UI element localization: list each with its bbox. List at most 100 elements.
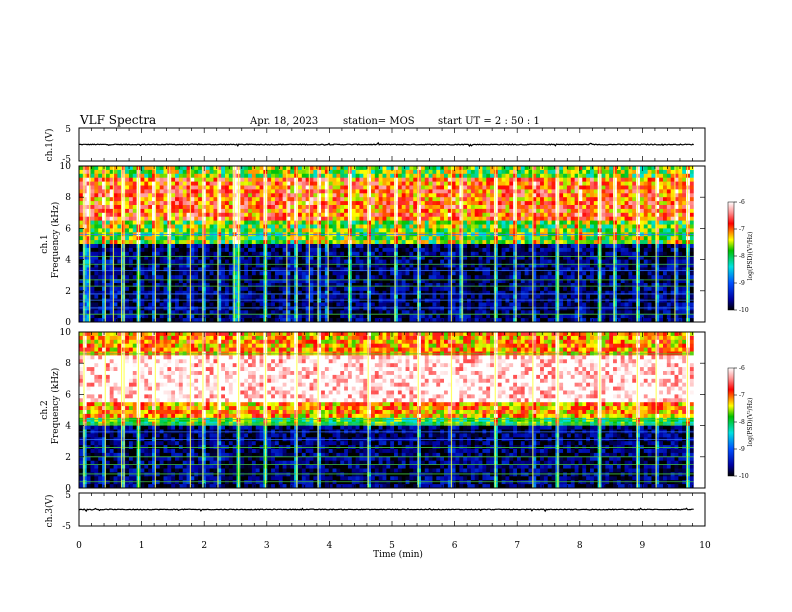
- spectrogram-cell: [94, 224, 99, 229]
- spectrogram-cell: [501, 240, 506, 245]
- spectrogram-cell: [152, 212, 157, 218]
- spectrogram-cell: [390, 244, 395, 249]
- spectrogram-cell: [255, 310, 260, 315]
- spectrogram-cell: [347, 314, 353, 319]
- spectrogram-cell: [340, 251, 345, 257]
- spectrogram-cell: [144, 294, 149, 299]
- spectrogram-cell: [105, 279, 111, 284]
- spectrogram-cell: [520, 193, 526, 198]
- spectrogram-cell: [509, 318, 514, 323]
- spectrogram-cell: [532, 283, 537, 288]
- spectrogram-cell: [344, 244, 349, 249]
- spectrogram-cell: [451, 166, 456, 171]
- spectrogram-cell: [355, 173, 360, 179]
- spectrogram-cell: [428, 271, 433, 276]
- spectrogram-cell: [532, 247, 537, 253]
- spectrogram-cell: [144, 267, 149, 272]
- spectrogram-cell: [424, 247, 430, 253]
- spectrogram-cell: [159, 302, 164, 307]
- spectrogram-cell: [298, 201, 303, 206]
- spectrogram-cell: [128, 259, 134, 264]
- spectrogram-cell: [94, 201, 99, 206]
- spectrogram-cell: [374, 306, 380, 311]
- spectrogram-cell: [351, 240, 357, 245]
- spectrogram-cell: [532, 302, 537, 307]
- spectrogram-cell: [351, 259, 357, 264]
- spectrogram-cell: [451, 263, 456, 268]
- spectrogram-cell: [278, 220, 284, 225]
- spectrogram-cell: [186, 290, 191, 296]
- spectrogram-cell: [79, 298, 84, 303]
- spectrogram-cell: [301, 193, 307, 198]
- spectrogram-cell: [397, 236, 403, 241]
- spectrogram-cell: [455, 208, 460, 214]
- spectrogram-cell: [390, 208, 395, 214]
- spectrogram-cell: [105, 283, 111, 288]
- spectrogram-cell: [248, 294, 253, 299]
- spectrogram-cell: [255, 166, 260, 171]
- spectrogram-cell: [171, 177, 176, 182]
- spectrogram-cell: [86, 181, 91, 186]
- spectrogram-cell: [225, 279, 230, 284]
- spectrogram-cell: [290, 181, 295, 186]
- spectrogram-cell: [440, 177, 445, 182]
- spectrogram-cell: [221, 185, 226, 190]
- spectrogram-cell: [274, 294, 280, 299]
- spectrogram-cell: [474, 318, 479, 323]
- spectrogram-cell: [298, 290, 303, 296]
- spectrogram-cell: [290, 212, 295, 218]
- spectrogram-cell: [298, 286, 303, 292]
- spectrogram-cell: [459, 224, 464, 229]
- spectrogram-cell: [390, 294, 395, 299]
- spectrogram-cell: [505, 236, 510, 241]
- spectrogram-cell: [251, 212, 257, 218]
- spectrogram-cell: [455, 185, 460, 190]
- spectrogram-cell: [367, 201, 372, 206]
- spectrogram-cell: [486, 216, 491, 221]
- spectrogram-cell: [290, 251, 295, 257]
- spectrogram-cell: [121, 244, 126, 249]
- spectrogram-cell: [117, 173, 122, 179]
- spectrogram-cell: [520, 306, 526, 311]
- spectrogram-cell: [482, 279, 487, 284]
- spectrogram-cell: [397, 294, 403, 299]
- spectrogram-cell: [328, 193, 333, 198]
- spectrogram-cell: [109, 181, 114, 186]
- spectrogram-cell: [221, 220, 226, 225]
- spectrogram-cell: [79, 251, 84, 257]
- spectrogram-cell: [278, 263, 284, 268]
- spectrogram-cell: [132, 216, 138, 221]
- spectrogram-cell: [420, 181, 426, 186]
- spectrogram-cell: [286, 173, 291, 179]
- spectrogram-cell: [374, 205, 380, 210]
- spectrogram-cell: [317, 286, 322, 292]
- spectrogram-cell: [405, 205, 410, 210]
- spectrogram-cell: [444, 193, 449, 198]
- spectrogram-cell: [113, 259, 118, 264]
- spectrogram-cell: [105, 263, 111, 268]
- spectrogram-cell: [394, 247, 399, 253]
- spectrogram-cell: [259, 205, 264, 210]
- spectrogram-cell: [105, 251, 111, 257]
- spectrogram-cell: [244, 279, 249, 284]
- spectrogram-cell: [290, 298, 295, 303]
- spectrogram-cell: [367, 244, 372, 249]
- spectrogram-cell: [152, 251, 157, 257]
- spectrogram-cell: [209, 185, 214, 190]
- spectrogram-cell: [248, 205, 253, 210]
- spectrogram-cell: [82, 306, 88, 311]
- spectrogram-cell: [497, 193, 503, 198]
- spectrogram-cell: [90, 236, 95, 241]
- spectrogram-cell: [155, 193, 161, 198]
- spectrogram-cell: [543, 302, 549, 307]
- spectrogram-cell: [90, 279, 95, 284]
- spectrogram-cell: [332, 201, 337, 206]
- spectrogram-cell: [536, 263, 541, 268]
- spectrogram-cell: [152, 310, 157, 315]
- spectrogram-cell: [493, 212, 499, 218]
- spectrogram-cell: [409, 247, 414, 253]
- spectrogram-cell: [490, 177, 495, 182]
- spectrogram-cell: [201, 286, 207, 292]
- spectrogram-cell: [351, 224, 357, 229]
- spectrogram-cell: [221, 169, 226, 175]
